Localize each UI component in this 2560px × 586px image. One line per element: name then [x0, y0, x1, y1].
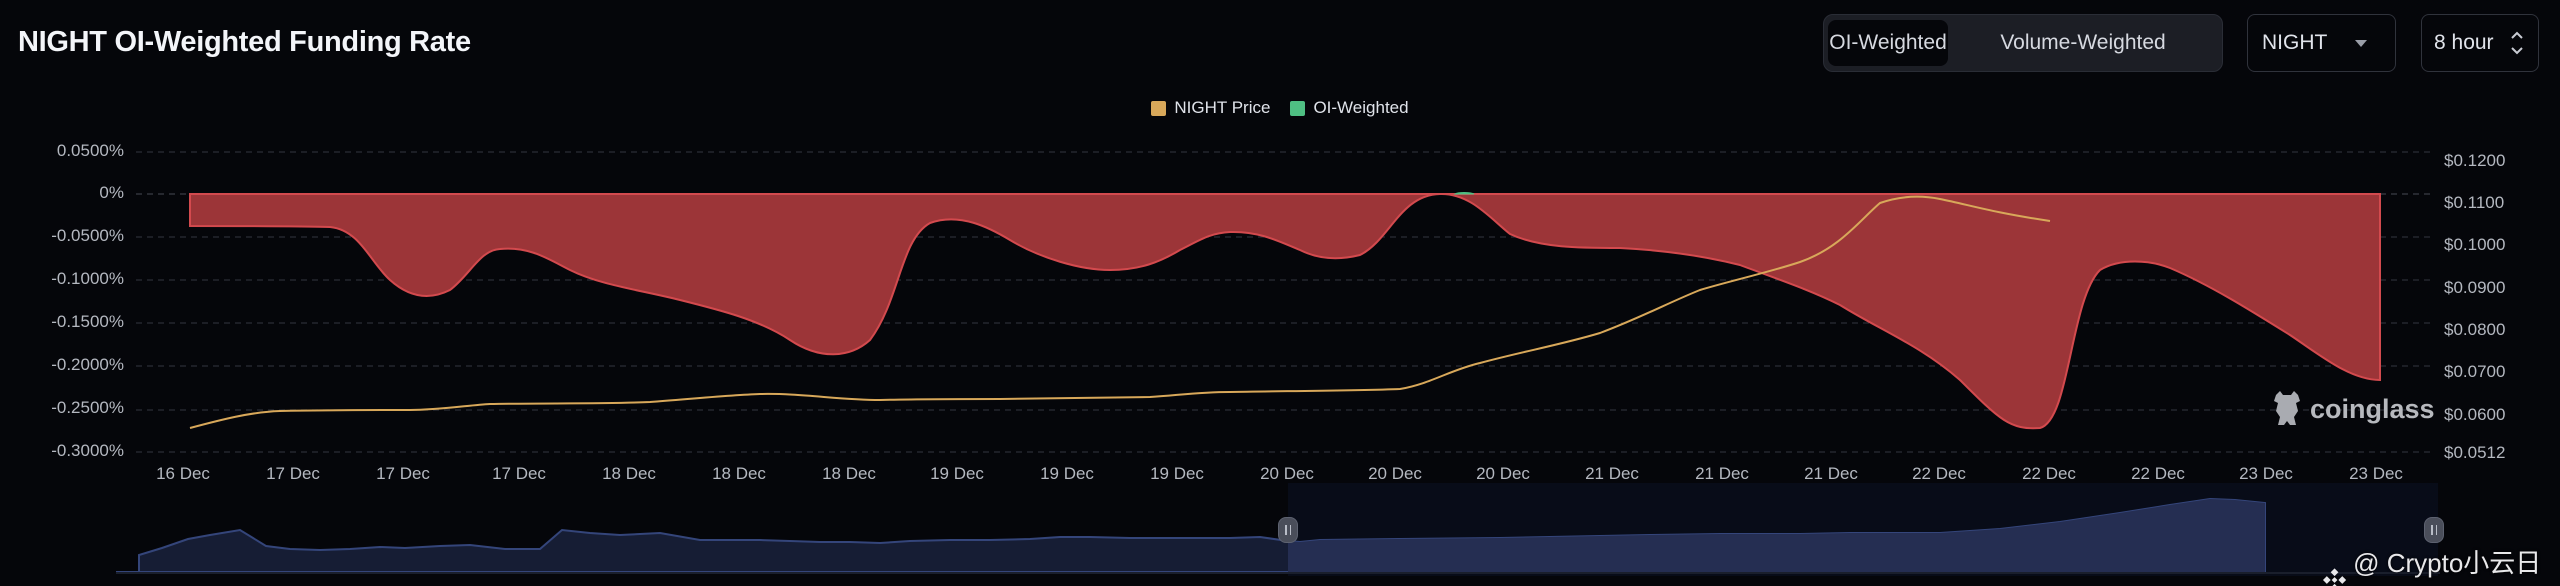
legend-swatch-price	[1151, 100, 1167, 116]
funding-rate-positive	[1453, 192, 1475, 195]
y-left-tick: -0.1500%	[51, 312, 124, 331]
weighting-toggle: OI-Weighted Volume-Weighted	[1823, 14, 2223, 72]
symbol-select[interactable]: NIGHT	[2247, 14, 2396, 72]
x-tick: 22 Dec	[1912, 464, 1966, 483]
y-left-tick: -0.2000%	[51, 355, 124, 374]
y-right-tick: $0.1200	[2444, 151, 2506, 170]
credit-text: @ Crypto小云日记	[2353, 548, 2542, 586]
navigator-left-handle[interactable]	[1278, 517, 1298, 543]
x-tick: 22 Dec	[2022, 464, 2076, 483]
x-tick: 20 Dec	[1476, 464, 1530, 483]
x-tick: 18 Dec	[712, 464, 766, 483]
x-tick: 19 Dec	[1040, 464, 1094, 483]
coinglass-logo-icon	[2274, 391, 2300, 425]
legend-swatch-oi-weighted	[1290, 100, 1306, 116]
x-tick: 17 Dec	[266, 464, 320, 483]
y-right-tick: $0.1000	[2444, 235, 2506, 254]
up-down-chevron-icon	[2511, 31, 2523, 55]
x-tick: 19 Dec	[1150, 464, 1204, 483]
interval-select-value: 8 hour	[2434, 31, 2494, 54]
y-left-tick: 0.0500%	[56, 141, 124, 160]
x-tick: 21 Dec	[1695, 464, 1749, 483]
legend-label-oi-weighted: OI-Weighted	[1313, 98, 1409, 117]
x-tick: 18 Dec	[822, 464, 876, 483]
y-right-tick: $0.0600	[2444, 405, 2506, 424]
interval-select[interactable]: 8 hour	[2421, 14, 2539, 72]
y-right-tick: $0.0800	[2444, 320, 2506, 339]
x-tick: 20 Dec	[1260, 464, 1314, 483]
x-tick: 16 Dec	[156, 464, 210, 483]
y-left-tick: -0.2500%	[51, 398, 124, 417]
price-line	[189, 195, 2051, 429]
page-title: NIGHT OI-Weighted Funding Rate	[18, 26, 471, 58]
coinglass-text: coinglass	[2310, 393, 2435, 424]
y-left-tick: -0.3000%	[51, 441, 124, 460]
navigator-right-handle[interactable]	[2424, 517, 2444, 543]
x-tick: 23 Dec	[2239, 464, 2293, 483]
y-right-tick: $0.0512	[2444, 443, 2506, 462]
x-tick: 19 Dec	[930, 464, 984, 483]
symbol-select-value: NIGHT	[2262, 31, 2328, 54]
chart-legend: NIGHT Price OI-Weighted	[0, 98, 2560, 118]
y-right-tick: $0.0700	[2444, 362, 2506, 381]
funding-rate-area	[189, 192, 2381, 430]
x-tick: 21 Dec	[1804, 464, 1858, 483]
legend-label-price: NIGHT Price	[1174, 98, 1271, 117]
x-tick: 22 Dec	[2131, 464, 2185, 483]
legend-item-oi-weighted[interactable]: OI-Weighted	[1290, 98, 1409, 118]
x-tick: 20 Dec	[1368, 464, 1422, 483]
y-right-tick: $0.0900	[2444, 278, 2506, 297]
chevron-down-icon	[2355, 40, 2367, 47]
x-tick: 23 Dec	[2349, 464, 2403, 483]
toggle-volume-weighted[interactable]: Volume-Weighted	[2000, 31, 2166, 54]
coinglass-watermark: coinglass	[2270, 389, 2435, 429]
y-left-tick: -0.0500%	[51, 226, 124, 245]
x-tick: 17 Dec	[376, 464, 430, 483]
toggle-oi-weighted[interactable]: OI-Weighted	[1828, 20, 1948, 66]
y-left-tick: 0%	[99, 183, 124, 202]
y-right-tick: $0.1100	[2444, 193, 2505, 212]
x-tick: 21 Dec	[1585, 464, 1639, 483]
x-tick: 17 Dec	[492, 464, 546, 483]
y-left-tick: -0.1000%	[51, 269, 124, 288]
legend-item-price[interactable]: NIGHT Price	[1151, 98, 1270, 118]
x-tick: 18 Dec	[602, 464, 656, 483]
binance-logo-icon	[2322, 568, 2347, 586]
author-credit: @ Crypto小云日记	[2322, 543, 2560, 586]
